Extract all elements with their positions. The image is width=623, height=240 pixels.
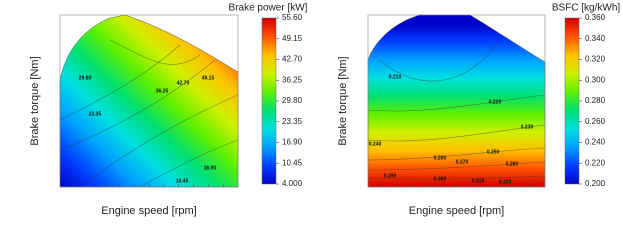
contour-label: 0.230 xyxy=(521,124,534,130)
contour-label: 0.270 xyxy=(456,159,469,165)
colorbar-tick-label: 0.340 xyxy=(585,34,606,43)
x-axis-label: Engine speed [rpm] xyxy=(409,205,504,217)
colorbar-tick-label: 0.220 xyxy=(585,158,606,167)
colorbar-tick-label: 23.35 xyxy=(282,117,303,126)
contour-label: 23.35 xyxy=(89,111,102,117)
colorbar-title: Brake power [kW] xyxy=(229,3,308,14)
colorbar-tick-label: 0.260 xyxy=(585,117,606,126)
contour-label: 16.90 xyxy=(204,165,217,171)
contour-label: 0.250 xyxy=(487,149,500,155)
contour-line xyxy=(59,44,181,121)
contour-field xyxy=(59,14,239,188)
contour-line xyxy=(59,59,216,151)
chart-panel: 29.80 42.70 49.15 36.25 23.35 16.90 10.45 Engin… xyxy=(29,3,308,217)
contour-label: 42.70 xyxy=(177,80,190,86)
y-axis-label: Brake torque [Nm] xyxy=(29,56,41,145)
colorbar-tick-label: 4.000 xyxy=(282,179,303,188)
contour-line xyxy=(367,94,546,112)
colorbar-tick-label: 0.300 xyxy=(585,75,606,84)
contour-line xyxy=(367,175,546,180)
colorbar-tick-label: 10.45 xyxy=(282,158,303,167)
contour-label: 0.280 xyxy=(506,161,519,167)
colorbar xyxy=(564,17,580,185)
colorbar-tick-label: 0.360 xyxy=(585,13,606,22)
contour-line xyxy=(367,161,546,171)
colorbar-tick-label: 55.60 xyxy=(282,13,303,22)
colorbar-tick-label: 0.240 xyxy=(585,138,606,147)
contour-line xyxy=(79,94,239,188)
contour-label: 36.25 xyxy=(156,88,169,94)
colorbar-tick-label: 49.15 xyxy=(282,34,303,43)
contour-label: 29.80 xyxy=(79,75,92,81)
contour-line xyxy=(367,124,546,142)
colorbar xyxy=(261,17,277,185)
contour-label: 0.260 xyxy=(434,155,447,161)
chart-panel: 0.210 0.220 0.230 0.240 0.250 0.260 0.270 0.280… xyxy=(337,3,620,217)
y-axis-label: Brake torque [Nm] xyxy=(337,56,349,145)
x-axis-label: Engine speed [rpm] xyxy=(101,205,196,217)
contour-label: 0.310 xyxy=(472,178,485,184)
contour-label: 0.320 xyxy=(499,179,512,185)
contour-label: 10.45 xyxy=(176,178,189,184)
colorbar-tick-label: 16.90 xyxy=(282,138,303,147)
contour-label: 0.210 xyxy=(389,74,402,80)
figure: 29.80 42.70 49.15 36.25 23.35 16.90 10.45 Engin… xyxy=(29,3,620,217)
contour-label: 0.240 xyxy=(369,141,382,147)
colorbar-tick-label: 42.70 xyxy=(282,55,303,64)
contour-line xyxy=(109,39,201,65)
colorbar-tick-label: 0.200 xyxy=(585,179,606,188)
colorbar-tick-label: 36.25 xyxy=(282,75,303,84)
contour-label: 0.290 xyxy=(384,173,397,179)
contour-label: 0.220 xyxy=(489,99,502,105)
contour-line xyxy=(379,39,501,82)
colorbar-title: BSFC [kg/kWh] xyxy=(552,3,621,14)
contour-line xyxy=(139,139,239,188)
contour-label: 0.300 xyxy=(434,176,447,182)
contour-line xyxy=(367,147,546,161)
colorbar-tick-label: 0.320 xyxy=(585,55,606,64)
colorbar-tick-label: 0.280 xyxy=(585,96,606,105)
contour-label: 49.15 xyxy=(202,75,215,81)
colorbar-tick-label: 29.80 xyxy=(282,96,303,105)
